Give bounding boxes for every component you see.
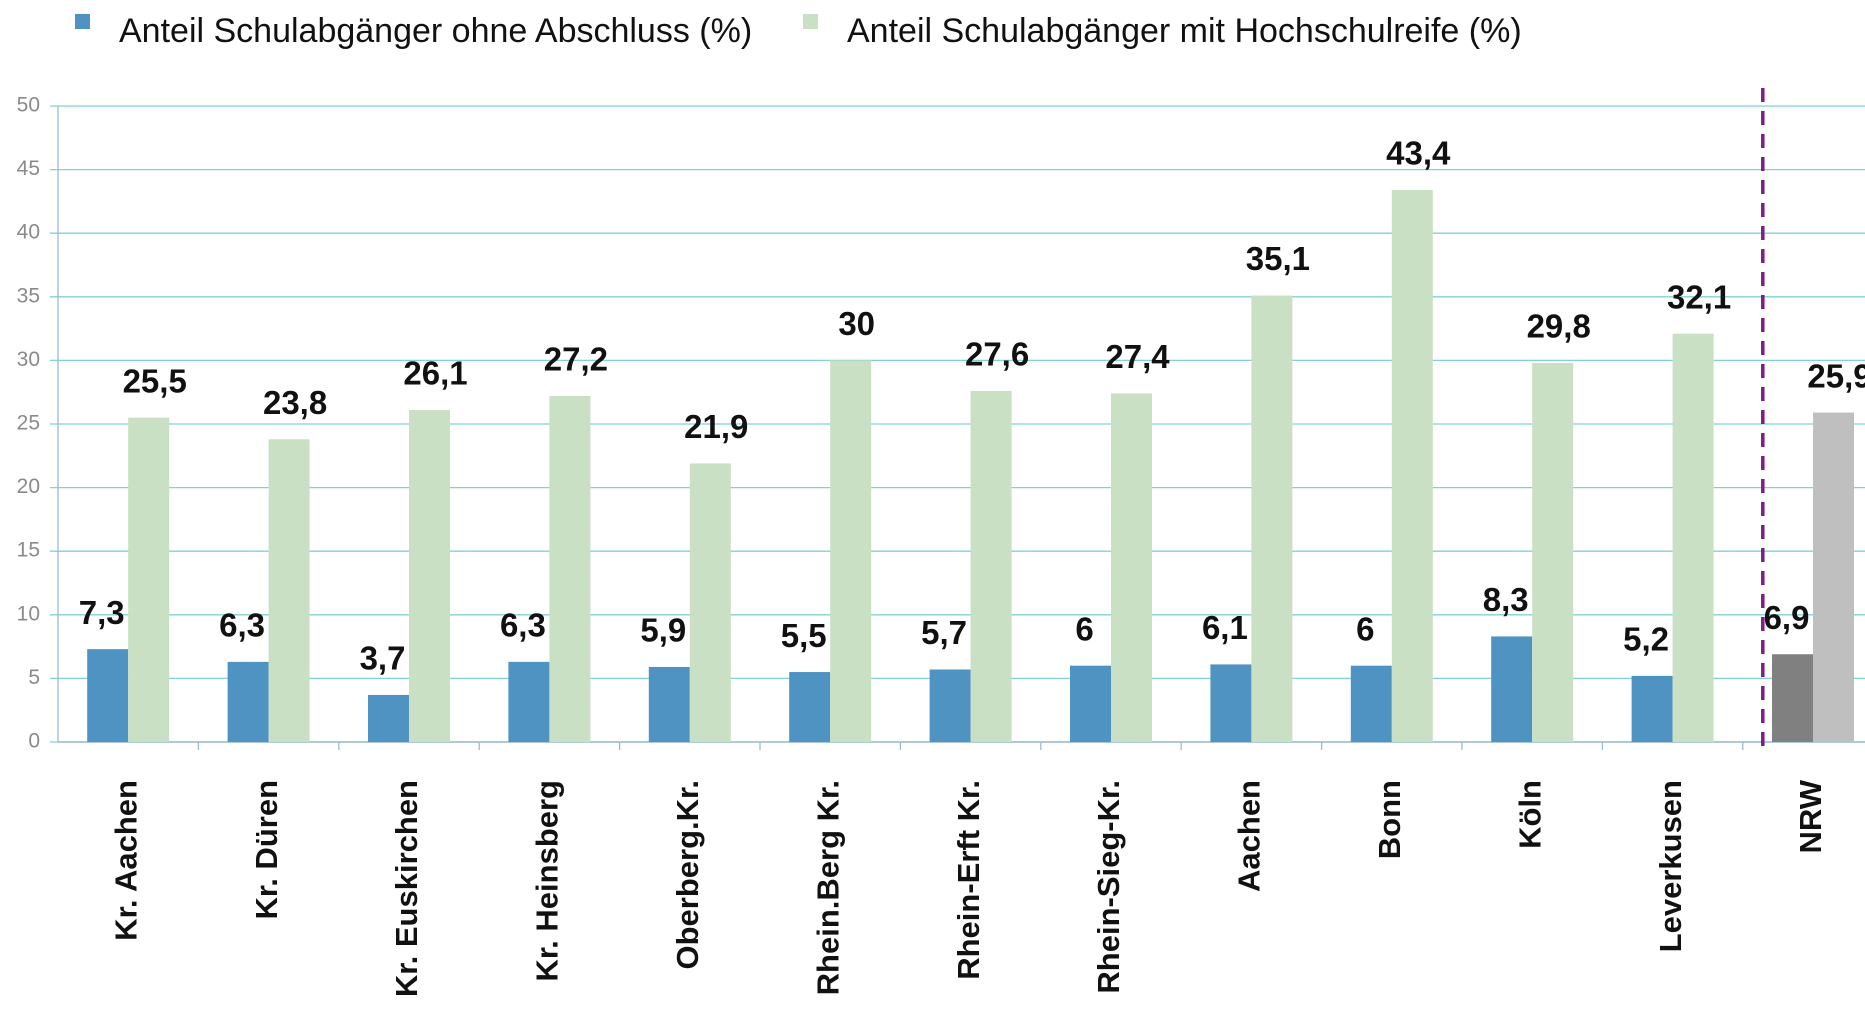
bar (789, 672, 831, 742)
x-tick-label: Kr. Heinsberg (530, 780, 565, 982)
bar (970, 390, 1012, 742)
data-label: 27,4 (1105, 338, 1170, 375)
x-tick-label: Kr. Aachen (108, 780, 143, 941)
data-label: 23,8 (263, 384, 327, 421)
data-label: 6,3 (219, 607, 265, 644)
data-label: 6 (1075, 610, 1093, 647)
bar (1672, 333, 1714, 742)
bar (830, 360, 872, 742)
bar (1210, 664, 1252, 742)
y-tick-label: 0 (28, 730, 40, 753)
y-tick-label: 45 (17, 157, 40, 180)
data-label: 35,1 (1246, 240, 1310, 277)
legend-swatch (803, 14, 818, 29)
bar (1251, 295, 1293, 742)
bar (929, 669, 971, 742)
bar (368, 694, 409, 742)
y-tick-label: 20 (17, 475, 40, 498)
data-label: 6 (1356, 610, 1374, 647)
legend-label: Anteil Schulabgänger mit Hochschulreife … (847, 12, 1522, 50)
x-tick-label: Leverkusen (1653, 780, 1688, 952)
data-label: 5,5 (781, 617, 827, 654)
y-tick-label: 35 (17, 284, 40, 307)
bar (128, 417, 170, 742)
data-label: 5,2 (1623, 621, 1669, 658)
data-label: 30 (838, 305, 875, 342)
bar (87, 649, 129, 742)
data-label: 21,9 (684, 408, 748, 445)
legend-swatch (75, 14, 90, 29)
bar (409, 410, 450, 742)
y-tick-label: 50 (17, 94, 40, 117)
data-label: 27,6 (965, 336, 1029, 373)
bar (549, 396, 591, 742)
x-tick-label: Rhein.Berg Kr. (810, 780, 845, 995)
data-label: 43,4 (1386, 135, 1451, 172)
data-label: 3,7 (360, 640, 406, 677)
data-label: 25,9 (1807, 357, 1865, 394)
x-tick-label: Bonn (1372, 780, 1407, 859)
bar (1532, 362, 1574, 742)
bar (508, 661, 550, 742)
data-label: 29,8 (1527, 308, 1591, 345)
data-label: 7,3 (79, 594, 125, 631)
data-label: 27,2 (544, 341, 608, 378)
bar (268, 439, 310, 742)
legend-label: Anteil Schulabgänger ohne Abschluss (%) (119, 12, 752, 50)
y-tick-label: 5 (28, 666, 40, 689)
x-tick-label: NRW (1793, 779, 1828, 853)
data-label: 6,9 (1764, 599, 1810, 636)
bar (1813, 412, 1854, 742)
bar (1491, 636, 1533, 742)
x-tick-label: Aachen (1232, 780, 1267, 892)
x-tick-label: Kr. Euskirchen (389, 780, 424, 997)
bar (1070, 665, 1111, 742)
bar (1772, 654, 1813, 742)
bar (227, 661, 269, 742)
x-tick-label: Rhein-Sieg-Kr. (1091, 780, 1126, 994)
y-tick-label: 15 (17, 539, 40, 562)
x-tick-label: Rhein-Erft Kr. (951, 780, 986, 980)
bar (1111, 393, 1152, 742)
x-tick-label: Oberberg.Kr. (670, 780, 705, 970)
bar (1631, 675, 1673, 742)
x-tick-label: Kr. Düren (249, 780, 284, 920)
data-label: 32,1 (1667, 278, 1731, 315)
y-tick-label: 40 (17, 221, 40, 244)
y-tick-label: 10 (17, 602, 40, 625)
data-label: 25,5 (123, 362, 187, 399)
bar (1350, 665, 1392, 742)
data-label: 5,9 (640, 612, 686, 649)
data-label: 6,1 (1202, 609, 1248, 646)
y-tick-label: 25 (17, 412, 40, 435)
bar (1391, 189, 1433, 742)
bar (689, 463, 731, 742)
bar (648, 666, 690, 742)
data-label: 5,7 (921, 614, 967, 651)
data-label: 6,3 (500, 607, 546, 644)
data-label: 26,1 (403, 355, 467, 392)
x-tick-label: Köln (1512, 780, 1547, 849)
data-label: 8,3 (1483, 581, 1529, 618)
y-tick-label: 30 (17, 348, 40, 371)
